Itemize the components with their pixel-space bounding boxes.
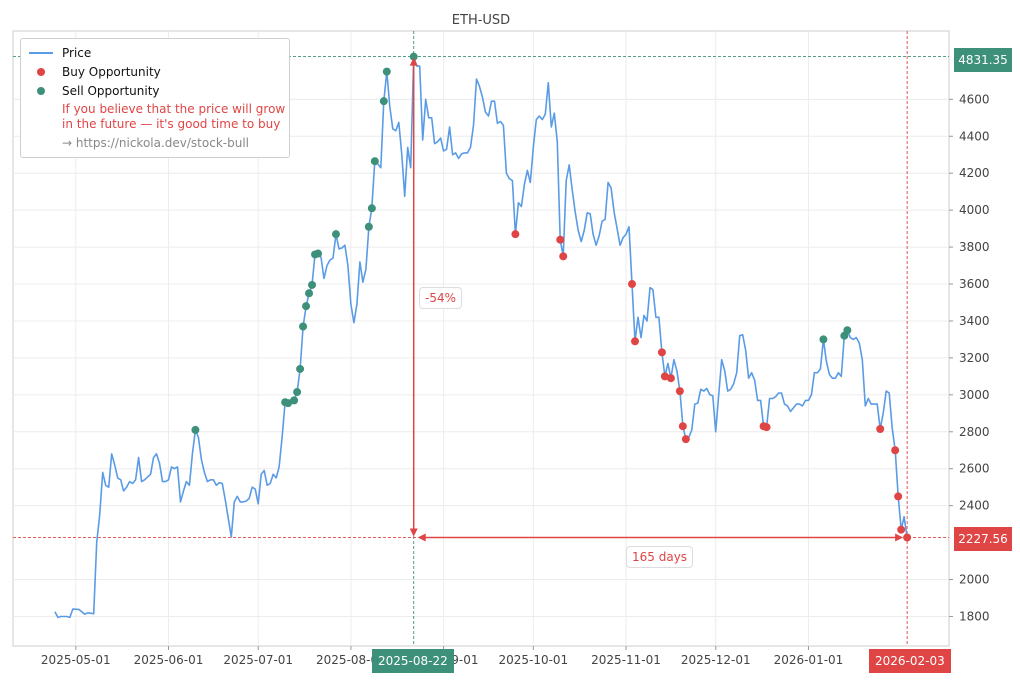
sell-dot-swatch <box>37 87 45 95</box>
duration-arrow-head-right <box>895 533 904 542</box>
duration-label: 165 days <box>626 546 694 568</box>
x-tick-label: 2025-12-01 <box>681 653 751 667</box>
sell-marker <box>379 97 388 106</box>
sell-marker <box>296 364 305 373</box>
y-tick-label: 4400 <box>959 129 990 143</box>
sell-marker <box>367 204 376 213</box>
buy-marker <box>556 235 565 244</box>
peak-price-tag: 4831.35 <box>954 48 1012 72</box>
buy-marker <box>678 422 687 431</box>
sell-marker <box>409 52 418 61</box>
sell-marker <box>843 326 852 335</box>
x-axis-ticks: 2025-05-01 2025-06-01 2025-07-01 2025-08-01… <box>41 646 843 667</box>
sell-marker <box>191 425 200 434</box>
y-tick-label: 3800 <box>959 240 990 254</box>
buy-marker <box>631 337 640 346</box>
y-axis-ticks: 1800 2000 2400 2600 2800 3000 3200 3400 3600 3800… <box>949 92 990 623</box>
buy-marker <box>894 492 903 501</box>
sell-marker <box>364 222 373 231</box>
buy-marker <box>511 230 520 239</box>
buy-marker <box>559 252 568 261</box>
sell-marker <box>290 396 299 405</box>
buy-marker <box>903 533 912 542</box>
legend-label-sell: Sell Opportunity <box>62 84 160 98</box>
y-tick-label: 4000 <box>959 203 990 217</box>
sell-marker <box>331 230 340 239</box>
legend-note-line-2: in the future — it's good time to buy <box>62 117 281 131</box>
sell-marker <box>308 280 317 289</box>
legend-label-price: Price <box>62 46 92 60</box>
x-tick-label: 2025-05-01 <box>41 653 111 667</box>
drawdown-arrows <box>409 57 904 542</box>
drawdown-label: -54% <box>419 287 463 309</box>
sell-marker <box>305 289 314 298</box>
duration-arrow-head-left <box>417 533 426 542</box>
legend-link[interactable]: → https://nickola.dev/stock-bull <box>62 136 249 150</box>
sell-marker <box>382 67 391 76</box>
last-price-tag: 2227.56 <box>954 527 1012 551</box>
legend-label-buy: Buy Opportunity <box>62 65 161 79</box>
buy-marker <box>897 525 906 534</box>
y-tick-label: 4200 <box>959 166 990 180</box>
legend-item-price: Price <box>29 45 91 61</box>
y-tick-label: 3400 <box>959 314 990 328</box>
sell-marker <box>302 302 311 311</box>
y-tick-label: 2000 <box>959 573 990 587</box>
buy-marker <box>681 435 690 444</box>
x-tick-label: 2025-11-01 <box>591 653 661 667</box>
y-tick-label: 2600 <box>959 462 990 476</box>
buy-marker <box>628 280 637 289</box>
y-tick-label: 3200 <box>959 351 990 365</box>
price-series <box>54 55 908 619</box>
x-tick-label: 2025-06-01 <box>134 653 204 667</box>
legend: Price Buy Opportunity Sell Opportunity I… <box>20 38 290 158</box>
drawdown-arrow-head-up <box>409 57 418 66</box>
sell-marker <box>314 249 323 258</box>
buy-marker <box>762 423 771 432</box>
buy-marker <box>666 374 675 383</box>
y-tick-label: 1800 <box>959 609 990 623</box>
sell-marker <box>299 322 308 331</box>
buy-marker <box>891 446 900 455</box>
drawdown-arrow-head-down <box>409 528 418 537</box>
chart-title: ETH-USD <box>452 13 510 28</box>
y-tick-label: 2800 <box>959 425 990 439</box>
x-tick-label: 2025-07-01 <box>223 653 293 667</box>
buy-dot-swatch <box>37 68 45 76</box>
y-tick-label: 4600 <box>959 92 990 106</box>
x-tick-label: 2026-01-01 <box>774 653 844 667</box>
x-tick-label: 2025-10-01 <box>498 653 568 667</box>
last-date-tag: 2026-02-03 <box>869 649 951 673</box>
buy-marker <box>657 348 666 357</box>
y-tick-label: 3600 <box>959 277 990 291</box>
peak-date-tag: 2025-08-22 <box>372 649 454 673</box>
sell-marker <box>293 388 302 397</box>
sell-marker <box>284 399 293 408</box>
opportunity-markers <box>191 52 912 542</box>
buy-marker <box>876 424 885 433</box>
sell-marker <box>819 335 828 344</box>
x-tick-label: 2025-08-01 <box>316 653 386 667</box>
price-line-swatch <box>29 52 53 54</box>
y-tick-label: 2400 <box>959 499 990 513</box>
buy-marker <box>675 387 684 396</box>
legend-item-buy: Buy Opportunity <box>29 64 161 80</box>
price-line <box>54 55 908 619</box>
grid-lines <box>13 31 949 646</box>
sell-marker <box>370 157 379 166</box>
legend-note-line-1: If you believe that the price will grow <box>62 102 286 116</box>
y-tick-label: 3000 <box>959 388 990 402</box>
legend-item-sell: Sell Opportunity <box>29 83 160 99</box>
